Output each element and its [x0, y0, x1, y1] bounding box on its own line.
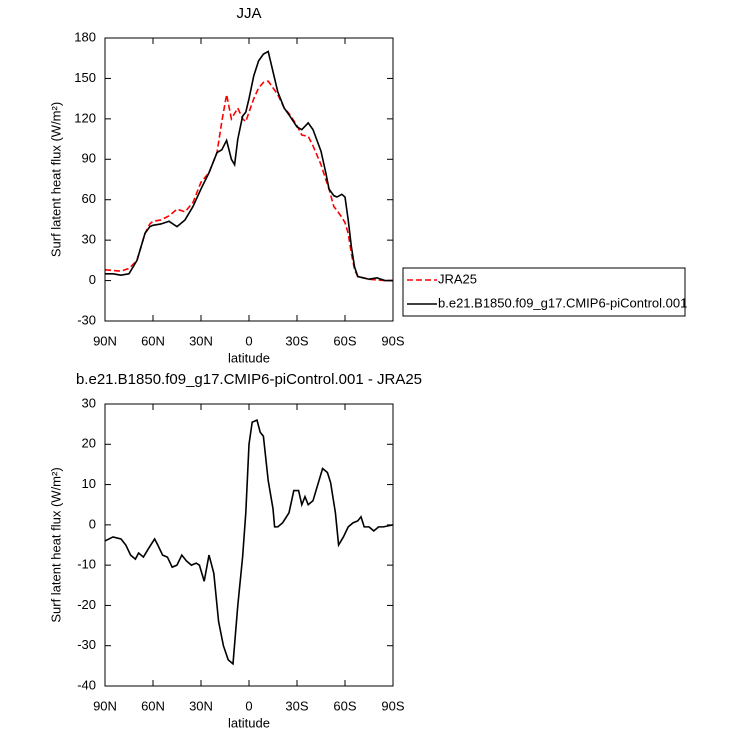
x-tick-label: 60N: [141, 698, 165, 713]
y-axis-label: Surf latent heat flux (W/m²): [48, 102, 63, 257]
y-tick-label: 0: [89, 272, 96, 287]
legend-label: JRA25: [438, 271, 477, 286]
x-tick-label: 60S: [333, 333, 356, 348]
y-tick-label: 90: [82, 151, 96, 166]
data-line: [104, 80, 393, 282]
x-axis-label: latitude: [228, 350, 270, 365]
x-tick-label: 60N: [141, 333, 165, 348]
y-axis-label: Surf latent heat flux (W/m²): [48, 467, 63, 622]
y-tick-label: -30: [77, 312, 96, 327]
legend-box: [402, 267, 686, 317]
x-tick-label: 30S: [285, 333, 308, 348]
chart-title: JJA: [236, 5, 261, 22]
x-tick-label: 60S: [333, 698, 356, 713]
y-tick-label: -40: [77, 677, 96, 692]
x-tick-label: 30N: [189, 333, 213, 348]
y-tick-label: 10: [82, 476, 96, 491]
x-tick-label: 30S: [285, 698, 308, 713]
chart-title: b.e21.B1850.f09_g17.CMIP6-piControl.001 …: [76, 371, 422, 388]
data-line: [104, 419, 394, 666]
y-tick-label: 150: [74, 70, 96, 85]
x-tick-label: 90S: [381, 698, 404, 713]
data-line: [105, 50, 393, 282]
plot-frame: [104, 403, 394, 687]
x-tick-label: 0: [245, 333, 252, 348]
y-tick-label: -20: [77, 597, 96, 612]
y-tick-label: 180: [74, 29, 96, 44]
x-tick-label: 90S: [381, 333, 404, 348]
y-tick-label: 120: [74, 110, 96, 125]
y-tick-label: 0: [89, 516, 96, 531]
x-tick-label: 90N: [93, 698, 117, 713]
y-tick-label: -30: [77, 637, 96, 652]
legend-label: b.e21.B1850.f09_g17.CMIP6-piControl.001: [438, 295, 687, 310]
x-axis-label: latitude: [228, 715, 270, 730]
x-tick-label: 30N: [189, 698, 213, 713]
y-tick-label: 30: [82, 395, 96, 410]
x-tick-label: 90N: [93, 333, 117, 348]
plot-frame: [104, 37, 394, 322]
x-tick-label: 0: [245, 698, 252, 713]
y-tick-label: 30: [82, 232, 96, 247]
y-tick-label: -10: [77, 557, 96, 572]
y-tick-label: 20: [82, 436, 96, 451]
y-tick-label: 60: [82, 191, 96, 206]
